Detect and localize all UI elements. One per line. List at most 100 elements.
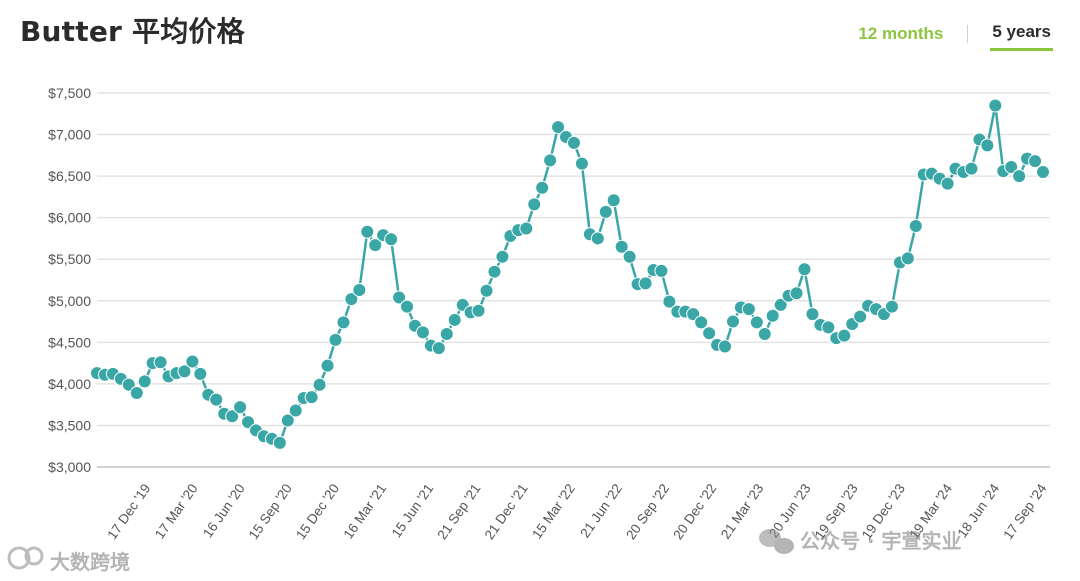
data-point[interactable] xyxy=(352,282,367,297)
data-point[interactable] xyxy=(638,276,653,291)
data-point[interactable] xyxy=(233,400,248,415)
data-point[interactable] xyxy=(749,315,764,330)
data-point[interactable] xyxy=(129,386,144,401)
data-point[interactable] xyxy=(1028,154,1043,169)
y-tick-label: $3,500 xyxy=(48,417,91,433)
data-point[interactable] xyxy=(1012,169,1027,184)
tab-12-months[interactable]: 12 months xyxy=(858,23,944,43)
x-tick-label: 17 Sep '24 xyxy=(1000,481,1049,543)
data-point[interactable] xyxy=(487,264,502,279)
data-point[interactable] xyxy=(853,309,868,324)
data-point[interactable] xyxy=(805,307,820,322)
x-tick-label: 21 Dec '21 xyxy=(482,481,531,542)
y-tick-label: $7,000 xyxy=(48,127,91,143)
data-point[interactable] xyxy=(479,283,494,298)
x-tick-label: 16 Jun '20 xyxy=(200,481,248,540)
data-point[interactable] xyxy=(336,315,351,330)
data-point[interactable] xyxy=(884,299,899,314)
y-tick-label: $3,000 xyxy=(48,459,91,475)
data-point[interactable] xyxy=(980,138,995,153)
data-point[interactable] xyxy=(185,354,200,369)
data-point[interactable] xyxy=(535,180,550,195)
data-point[interactable] xyxy=(400,299,415,314)
data-point[interactable] xyxy=(741,302,756,317)
data-point[interactable] xyxy=(392,290,407,305)
chart-grid xyxy=(97,92,1050,468)
data-point[interactable] xyxy=(837,328,852,343)
data-point[interactable] xyxy=(757,327,772,342)
tab-5-years[interactable]: 5 years xyxy=(990,22,1053,51)
data-point[interactable] xyxy=(471,303,486,318)
data-point[interactable] xyxy=(598,204,613,219)
x-tick-label: 21 Jun '22 xyxy=(577,481,625,540)
y-axis-ticks: $3,000 $3,500 $4,000 $4,500 $5,000 $5,500 $6,0… xyxy=(48,85,91,475)
data-point[interactable] xyxy=(614,239,629,254)
data-point[interactable] xyxy=(797,262,812,277)
data-point[interactable] xyxy=(439,327,454,342)
data-point[interactable] xyxy=(415,325,430,340)
data-point[interactable] xyxy=(320,358,335,373)
data-point[interactable] xyxy=(328,332,343,347)
data-point[interactable] xyxy=(988,98,1003,113)
data-point[interactable] xyxy=(527,197,542,212)
data-point[interactable] xyxy=(551,120,566,135)
watermark-layer: 大数跨境 公众号 · 宇萱实业 xyxy=(7,529,962,574)
data-point[interactable] xyxy=(384,232,399,247)
data-point[interactable] xyxy=(447,312,462,327)
data-point[interactable] xyxy=(908,218,923,233)
data-point[interactable] xyxy=(272,435,287,450)
x-tick-label: 15 Mar '22 xyxy=(529,481,578,542)
y-tick-label: $5,000 xyxy=(48,293,91,309)
data-point[interactable] xyxy=(1004,159,1019,174)
data-point[interactable] xyxy=(495,249,510,264)
data-point[interactable] xyxy=(654,263,669,278)
data-point[interactable] xyxy=(622,249,637,264)
data-point[interactable] xyxy=(543,153,558,168)
data-point[interactable] xyxy=(725,314,740,329)
data-point[interactable] xyxy=(153,355,168,370)
data-point[interactable] xyxy=(574,156,589,171)
data-point[interactable] xyxy=(590,231,605,246)
data-point[interactable] xyxy=(821,320,836,335)
data-point[interactable] xyxy=(789,286,804,301)
page-title: Butter 平均价格 xyxy=(20,15,245,48)
data-point[interactable] xyxy=(288,403,303,418)
data-point[interactable] xyxy=(606,193,621,208)
data-point[interactable] xyxy=(368,238,383,253)
data-point[interactable] xyxy=(209,392,224,407)
y-tick-label: $5,500 xyxy=(48,251,91,267)
data-point[interactable] xyxy=(694,315,709,330)
data-point[interactable] xyxy=(344,292,359,307)
data-point[interactable] xyxy=(431,341,446,356)
data-point[interactable] xyxy=(360,224,375,239)
x-tick-label: 17 Dec '19 xyxy=(104,481,153,542)
data-point[interactable] xyxy=(773,297,788,312)
data-point[interactable] xyxy=(964,161,979,176)
data-point[interactable] xyxy=(662,294,677,309)
y-tick-label: $4,000 xyxy=(48,376,91,392)
data-point[interactable] xyxy=(940,176,955,191)
data-point[interactable] xyxy=(312,377,327,392)
watermark-left: 大数跨境 xyxy=(50,550,130,574)
x-tick-label: 21 Mar '23 xyxy=(718,481,767,542)
wechat-icon xyxy=(759,529,794,554)
data-point[interactable] xyxy=(137,374,152,389)
data-point[interactable] xyxy=(280,413,295,428)
data-point[interactable] xyxy=(304,390,319,405)
data-point[interactable] xyxy=(765,308,780,323)
watermark-logo-icon xyxy=(7,546,44,570)
y-tick-label: $4,500 xyxy=(48,334,91,350)
data-point[interactable] xyxy=(900,251,915,266)
data-point[interactable] xyxy=(1036,164,1050,179)
y-tick-label: $6,500 xyxy=(48,168,91,184)
data-point[interactable] xyxy=(702,326,717,341)
data-point[interactable] xyxy=(519,221,534,236)
x-tick-label: 17 Mar '20 xyxy=(152,481,201,542)
data-point[interactable] xyxy=(718,339,733,354)
y-tick-label: $7,500 xyxy=(48,85,91,101)
data-point[interactable] xyxy=(566,135,581,150)
data-point[interactable] xyxy=(193,366,208,381)
data-point[interactable] xyxy=(177,364,192,379)
x-tick-label: 15 Jun '21 xyxy=(389,481,437,540)
data-point[interactable] xyxy=(225,409,240,424)
